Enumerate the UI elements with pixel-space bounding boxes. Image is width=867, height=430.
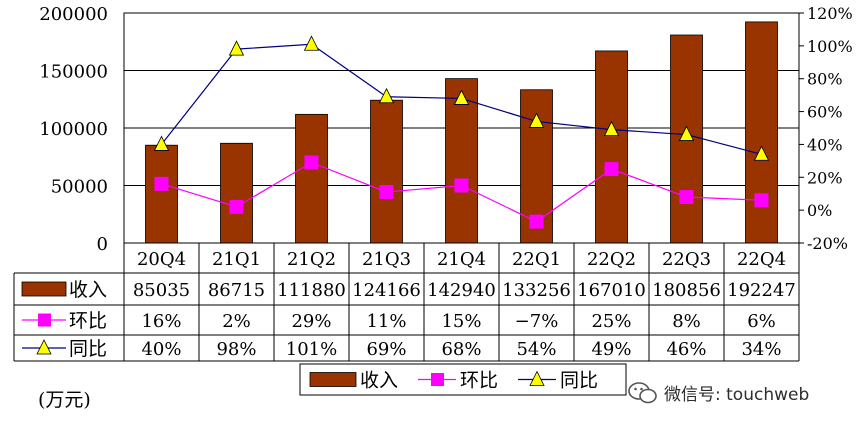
marker-triangle [378, 87, 395, 104]
bar-21Q3 [370, 99, 403, 244]
bar-21Q1 [220, 142, 253, 244]
table-cell: 101% [286, 339, 337, 360]
marker-square [679, 190, 694, 204]
marker-triangle [453, 89, 470, 105]
y-right-tick-label: 100% [807, 37, 853, 56]
table-cell: 167010 [577, 280, 646, 301]
table-key-bar [21, 281, 67, 297]
bar-21Q4 [445, 78, 478, 244]
x-tick-label: 22Q3 [662, 249, 711, 270]
y-right-tick-label: 120% [807, 4, 853, 23]
table-row-header: 同比 [69, 338, 107, 360]
marker-triangle [228, 40, 245, 56]
marker-square [229, 199, 244, 214]
marker-square [604, 162, 619, 177]
legend-key-marker [529, 370, 545, 386]
x-tick-label: 22Q4 [737, 249, 786, 270]
legend-label: 收入 [360, 370, 398, 392]
legend-label: 环比 [460, 370, 498, 392]
marker-triangle [603, 120, 620, 137]
table-cell: 49% [591, 339, 631, 360]
table-cell: 25% [591, 311, 631, 332]
table-cell: 11% [366, 311, 406, 332]
table-key-marker [36, 339, 52, 355]
y-right-tick-label: 20% [807, 168, 843, 187]
y-right-tick-label: 40% [807, 135, 843, 154]
table-cell: 68% [441, 339, 481, 360]
wechat-icon [628, 381, 657, 403]
table-cell: 15% [441, 311, 481, 332]
x-tick-label: 20Q4 [137, 249, 186, 270]
bar-22Q2 [595, 50, 628, 244]
table-cell: 54% [516, 339, 556, 360]
legend-key-marker [431, 373, 444, 386]
table-cell: 111880 [277, 280, 346, 301]
legend-key-bar [309, 372, 357, 387]
marker-square [379, 185, 394, 200]
bar-22Q4 [745, 21, 778, 244]
y-left-tick-label: 150000 [39, 62, 108, 83]
bar-20Q4 [145, 144, 178, 244]
x-tick-label: 21Q1 [212, 249, 261, 270]
table-cell: 46% [666, 339, 706, 360]
y-right-tick-label: 0% [807, 201, 832, 220]
marker-triangle [753, 145, 770, 161]
legend-label: 同比 [560, 370, 598, 392]
marker-square [754, 193, 769, 208]
table-cell: 192247 [727, 280, 796, 301]
marker-square [454, 178, 469, 193]
table-cell: 85035 [133, 280, 190, 301]
table-row-header: 环比 [69, 310, 107, 332]
marker-triangle [153, 135, 170, 151]
table-cell: 6% [747, 311, 776, 332]
table-cell: 142940 [427, 280, 496, 301]
marker-triangle [528, 112, 545, 128]
y-left-tick-label: 100000 [39, 119, 108, 140]
marker-square [529, 214, 544, 229]
watermark-text: 微信号: touchweb [664, 385, 810, 405]
marker-square [154, 176, 169, 191]
table-key-marker [38, 313, 51, 327]
table-cell: 2% [222, 311, 251, 332]
y-left-tick-label: 50000 [51, 177, 108, 198]
x-tick-label: 22Q2 [587, 249, 636, 270]
plot-border [123, 12, 800, 244]
y-right-tick-label: -20% [807, 234, 848, 253]
table-cell: 86715 [208, 280, 265, 301]
marker-triangle [678, 125, 695, 141]
y-left-tick-label: 0 [97, 234, 108, 255]
table-cell: 34% [741, 339, 781, 360]
bar-21Q2 [295, 113, 328, 244]
y-right-tick-label: 80% [807, 70, 843, 89]
table-cell: 16% [141, 311, 181, 332]
table-cell: −7% [515, 311, 559, 332]
x-tick-label: 21Q2 [287, 249, 336, 270]
table-cell: 40% [141, 339, 181, 360]
marker-square [304, 155, 319, 170]
x-tick-label: 21Q4 [437, 249, 486, 270]
x-tick-label: 21Q3 [362, 249, 411, 270]
watermark: 微信号: touchweb [628, 380, 809, 405]
table-row-header: 收入 [69, 279, 107, 301]
table-cell: 133256 [502, 280, 571, 301]
unit-label: (万元) [38, 389, 91, 411]
table-cell: 69% [366, 339, 406, 360]
table-cell: 29% [291, 311, 331, 332]
y-right-tick-label: 60% [807, 103, 843, 122]
table-cell: 180856 [652, 280, 721, 301]
marker-triangle [303, 35, 320, 51]
table-cell: 8% [672, 311, 701, 332]
y-left-tick-label: 200000 [39, 4, 108, 25]
table-cell: 124166 [352, 280, 421, 301]
table-cell: 98% [216, 339, 256, 360]
x-tick-label: 22Q1 [512, 249, 561, 270]
